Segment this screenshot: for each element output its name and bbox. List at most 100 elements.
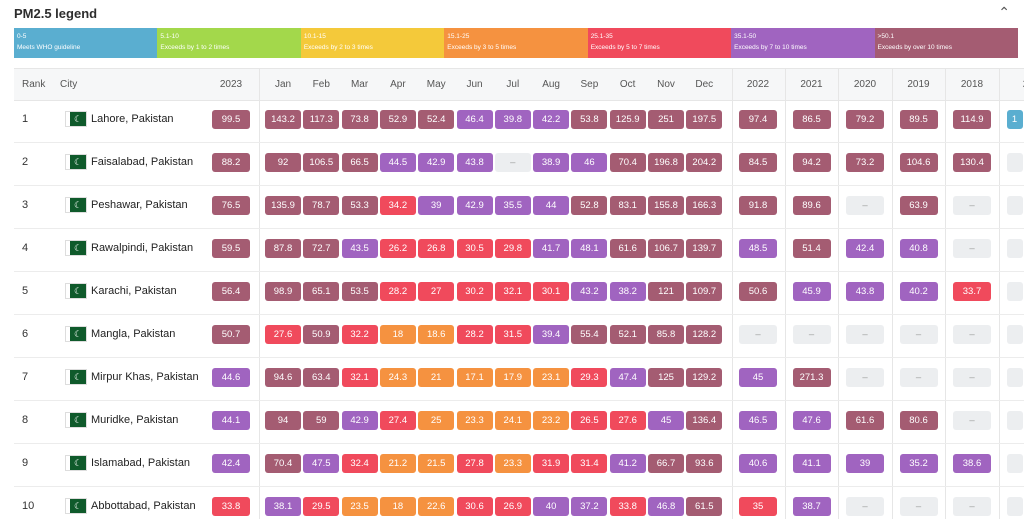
table-row[interactable]: 1 ☾ Lahore, Pakistan 99.5 143.2 117.3 73.8 52.9…: [14, 99, 1024, 143]
monthly-value: 26.2: [379, 239, 416, 258]
table-row[interactable]: 5 ☾ Karachi, Pakistan 56.4 98.9 65.1 53.5 28.2 2…: [14, 271, 1024, 315]
column-divider: [838, 68, 839, 519]
monthly-value: 52.4: [418, 110, 455, 129]
monthly-value: 29.5: [303, 497, 340, 516]
monthly-value: 39.8: [494, 110, 531, 129]
city-name[interactable]: Karachi, Pakistan: [91, 285, 177, 297]
monthly-value: 32.1: [494, 282, 531, 301]
column-header-2019[interactable]: 2019: [907, 79, 930, 90]
yearly-value: 73.2: [846, 153, 884, 172]
column-header-city[interactable]: City: [60, 79, 78, 90]
yearly-value: 86.5: [792, 110, 831, 129]
monthly-value: 38.2: [609, 282, 646, 301]
legend-range: >50.1: [877, 33, 894, 40]
legend-item: 15.1-25 Exceeds by 3 to 5 times: [444, 28, 588, 58]
table-row[interactable]: 7 ☾ Mirpur Khas, Pakistan 44.6 94.6 63.4 32.1 2…: [14, 357, 1024, 401]
monthly-value: 52.1: [609, 325, 646, 344]
column-header-aug[interactable]: Aug: [542, 79, 560, 90]
monthly-value: 70.4: [609, 153, 646, 172]
column-header-dec[interactable]: Dec: [695, 79, 714, 90]
city-name[interactable]: Mirpur Khas, Pakistan: [91, 371, 199, 383]
monthly-value: 44: [533, 196, 570, 215]
yearly-value: 38.7: [792, 497, 831, 516]
column-header-2[interactable]: 2: [1007, 79, 1024, 90]
table-row[interactable]: 8 ☾ Muridke, Pakistan 44.1 94 59 42.9 27.4 25 23.…: [14, 400, 1024, 444]
yearly-value: 51.4: [792, 239, 831, 258]
city-name[interactable]: Rawalpindi, Pakistan: [91, 242, 194, 254]
yearly-value: 40.6: [739, 454, 777, 473]
monthly-value: 128.2: [686, 325, 723, 344]
yearly-value: 46.5: [739, 411, 777, 430]
column-header-mar[interactable]: Mar: [350, 79, 369, 90]
pakistan-flag-icon: ☾: [66, 499, 86, 513]
column-header-jun[interactable]: Jun: [466, 79, 483, 90]
table-row[interactable]: 9 ☾ Islamabad, Pakistan 42.4 70.4 47.5 32.4 21.…: [14, 443, 1024, 487]
column-header-2023[interactable]: 2023: [219, 79, 243, 90]
column-header-nov[interactable]: Nov: [657, 79, 675, 90]
yearly-value: –: [953, 239, 991, 258]
monthly-value: 93.6: [686, 454, 723, 473]
column-header-2018[interactable]: 2018: [960, 79, 984, 90]
column-header-apr[interactable]: Apr: [390, 79, 406, 90]
column-header-jul[interactable]: Jul: [506, 79, 520, 90]
table-row[interactable]: 6 ☾ Mangla, Pakistan 50.7 27.6 50.9 32.2 18 18.6…: [14, 314, 1024, 358]
legend-description: Exceeds by over 10 times: [877, 44, 952, 51]
yearly-value: 33.7: [953, 282, 991, 301]
yearly-value: 63.9: [899, 196, 938, 215]
monthly-value: 28.2: [456, 325, 493, 344]
monthly-value: 125: [648, 368, 684, 387]
city-name[interactable]: Mangla, Pakistan: [91, 328, 176, 340]
city-name[interactable]: Abbottabad, Pakistan: [91, 500, 196, 512]
yearly-value: [1006, 282, 1023, 301]
table-row[interactable]: 3 ☾ Peshawar, Pakistan 76.5 135.9 78.7 53.3 34.…: [14, 185, 1024, 229]
monthly-value: 38.1: [265, 497, 301, 516]
chevron-up-icon[interactable]: ⌃: [998, 4, 1010, 20]
column-header-rank[interactable]: Rank: [22, 79, 46, 90]
column-header-2021[interactable]: 2021: [800, 79, 823, 90]
table-row[interactable]: 10 ☾ Abbottabad, Pakistan 33.8 38.1 29.5 23.5 1…: [14, 486, 1024, 519]
monthly-value: 47.4: [609, 368, 646, 387]
column-header-feb[interactable]: Feb: [312, 79, 330, 90]
monthly-value: 28.2: [379, 282, 416, 301]
monthly-value: 33.8: [609, 497, 646, 516]
value-2023: 56.4: [212, 282, 250, 301]
column-header-2022[interactable]: 2022: [746, 79, 770, 90]
monthly-value: 53.5: [341, 282, 378, 301]
column-header-jan[interactable]: Jan: [274, 79, 292, 90]
yearly-value: 114.9: [953, 110, 991, 129]
city-name[interactable]: Muridke, Pakistan: [91, 414, 179, 426]
monthly-value: 21: [418, 368, 455, 387]
city-name[interactable]: Islamabad, Pakistan: [91, 457, 191, 469]
monthly-value: 94.6: [265, 368, 301, 387]
yearly-value: [1006, 153, 1023, 172]
monthly-value: 44.5: [379, 153, 416, 172]
column-header-2020[interactable]: 2020: [853, 79, 877, 90]
yearly-value: [1006, 454, 1023, 473]
column-header-oct[interactable]: Oct: [619, 79, 636, 90]
yearly-value: 1: [1006, 110, 1023, 129]
monthly-value: 21.2: [379, 454, 416, 473]
monthly-value: 27.4: [379, 411, 416, 430]
value-2023: 50.7: [212, 325, 250, 344]
pakistan-flag-icon: ☾: [66, 112, 86, 126]
monthly-value: 26.5: [571, 411, 608, 430]
yearly-value: –: [953, 196, 991, 215]
city-name[interactable]: Peshawar, Pakistan: [91, 199, 188, 211]
monthly-value: 42.9: [456, 196, 493, 215]
yearly-value: [1006, 239, 1023, 258]
table-row[interactable]: 4 ☾ Rawalpindi, Pakistan 59.5 87.8 72.7 43.5 26…: [14, 228, 1024, 272]
yearly-value: 80.6: [899, 411, 938, 430]
city-name[interactable]: Lahore, Pakistan: [91, 113, 174, 125]
yearly-value: 40.2: [899, 282, 938, 301]
monthly-value: 31.5: [494, 325, 531, 344]
yearly-value: [1006, 368, 1023, 387]
monthly-value: 92: [265, 153, 301, 172]
city-name[interactable]: Faisalabad, Pakistan: [91, 156, 194, 168]
table-row[interactable]: 2 ☾ Faisalabad, Pakistan 88.2 92 106.5 66.5 44.…: [14, 142, 1024, 186]
monthly-value: 125.9: [609, 110, 646, 129]
yearly-value: 47.6: [792, 411, 831, 430]
monthly-value: 87.8: [265, 239, 301, 258]
column-header-sep[interactable]: Sep: [580, 79, 599, 90]
column-header-may[interactable]: May: [426, 79, 446, 90]
yearly-value: 35: [739, 497, 777, 516]
